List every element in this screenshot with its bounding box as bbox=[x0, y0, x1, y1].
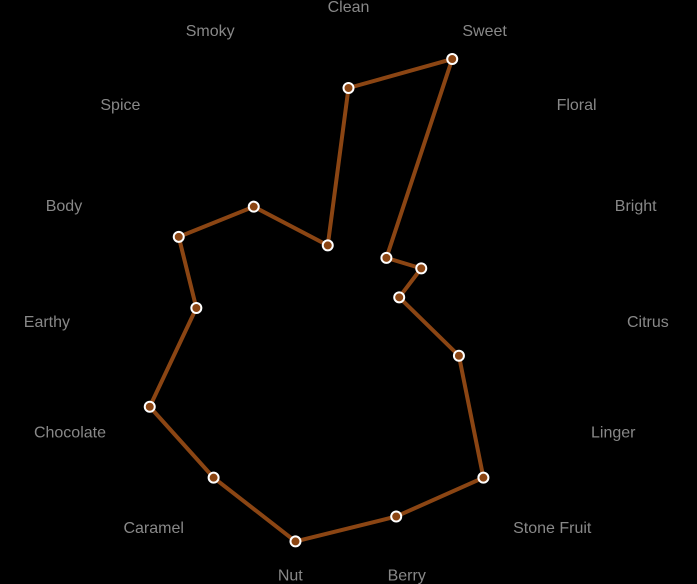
axis-label: Floral bbox=[557, 97, 597, 114]
radar-point bbox=[323, 240, 333, 250]
axis-label: Spice bbox=[100, 97, 140, 114]
radar-point bbox=[447, 54, 457, 64]
axis-label: Smoky bbox=[186, 23, 235, 40]
axis-label: Berry bbox=[388, 567, 426, 584]
radar-polygon bbox=[150, 59, 484, 541]
radar-point bbox=[394, 292, 404, 302]
radar-point bbox=[454, 351, 464, 361]
axis-label: Body bbox=[46, 198, 82, 215]
radar-point bbox=[145, 402, 155, 412]
axis-label: Earthy bbox=[24, 314, 70, 331]
axis-label: Stone Fruit bbox=[513, 520, 592, 537]
flavor-radar-chart: Clean Sweet Floral Bright Citrus Linger Stone … bbox=[0, 0, 697, 584]
axis-label: Linger bbox=[591, 425, 636, 442]
radar-point bbox=[381, 253, 391, 263]
axis-label: Sweet bbox=[462, 23, 507, 40]
axis-label: Clean bbox=[328, 0, 370, 16]
axis-label: Bright bbox=[615, 198, 657, 215]
radar-point bbox=[191, 303, 201, 313]
radar-point bbox=[416, 263, 426, 273]
radar-point bbox=[290, 536, 300, 546]
radar-point bbox=[249, 202, 259, 212]
axis-label: Caramel bbox=[123, 520, 183, 537]
axis-label: Chocolate bbox=[34, 425, 106, 442]
axis-label: Nut bbox=[278, 567, 303, 584]
radar-point bbox=[209, 473, 219, 483]
radar-point bbox=[478, 473, 488, 483]
radar-point bbox=[174, 232, 184, 242]
radar-point bbox=[391, 511, 401, 521]
axis-label: Citrus bbox=[627, 314, 669, 331]
radar-point bbox=[344, 83, 354, 93]
